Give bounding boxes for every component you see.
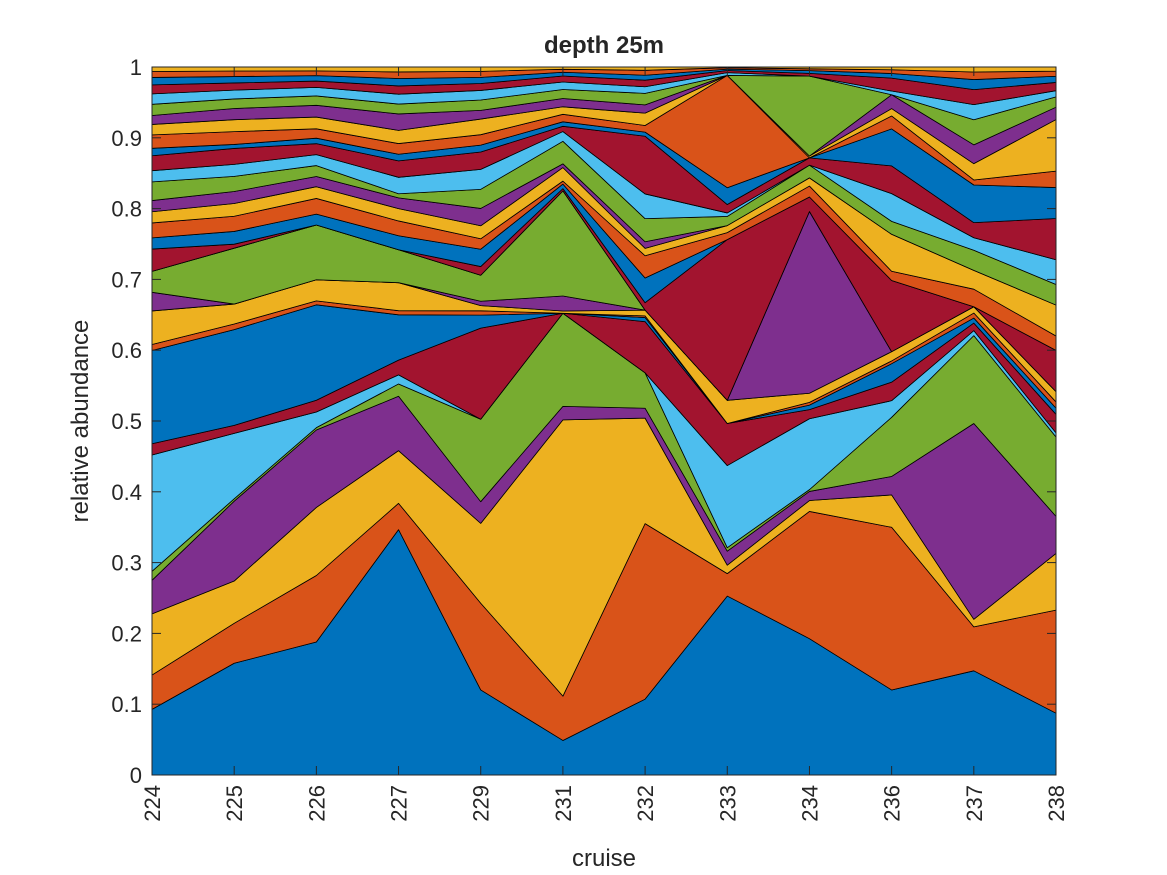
x-tick-label: 232	[633, 785, 658, 822]
y-tick-label: 1	[130, 55, 142, 80]
x-tick-label: 231	[551, 785, 576, 822]
y-tick-label: 0.7	[111, 267, 142, 292]
y-tick-label: 0.8	[111, 197, 142, 222]
area-layers	[151, 66, 1057, 776]
y-axis: 0 0.1 0.2 0.3 0.4 0.5 0.6 0.7 0.8 0.9 1	[111, 55, 1056, 788]
y-tick-label: 0.4	[111, 480, 142, 505]
y-tick-label: 0.3	[111, 551, 142, 576]
y-tick-label: 0.6	[111, 338, 142, 363]
y-tick-label: 0.9	[111, 126, 142, 151]
x-tick-label: 226	[304, 785, 329, 822]
x-tick-label: 234	[797, 785, 822, 822]
x-tick-label: 229	[469, 785, 494, 822]
y-tick-label: 0.2	[111, 621, 142, 646]
x-tick-label: 237	[962, 785, 987, 822]
y-axis-label: relative abundance	[67, 320, 94, 523]
x-axis-label: cruise	[572, 845, 636, 872]
x-axis: 224 225 226 227 229 231 232 233 234 236 237 238	[140, 67, 1069, 822]
x-tick-label: 227	[387, 785, 412, 822]
x-tick-label: 238	[1044, 785, 1069, 822]
y-tick-label: 0	[130, 763, 142, 788]
y-tick-label: 0.1	[111, 692, 142, 717]
y-tick-label: 0.5	[111, 409, 142, 434]
x-tick-label: 224	[140, 785, 165, 822]
x-tick-label: 225	[222, 785, 247, 822]
x-tick-label: 236	[880, 785, 905, 822]
x-tick-label: 233	[715, 785, 740, 822]
chart-title: depth 25m	[544, 32, 664, 59]
